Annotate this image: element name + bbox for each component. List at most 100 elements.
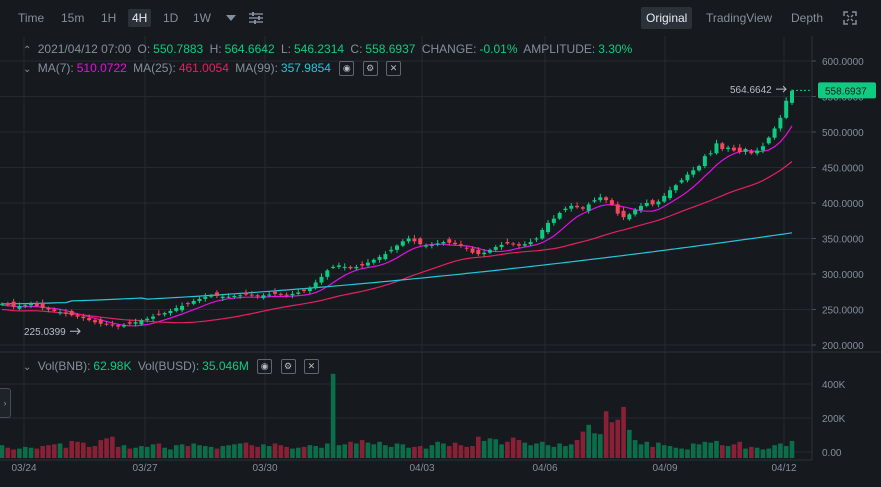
candle-body bbox=[371, 259, 376, 263]
candle-body bbox=[127, 322, 132, 324]
volume-bar bbox=[673, 447, 679, 458]
candle-body bbox=[156, 313, 161, 315]
volume-bar bbox=[452, 442, 458, 458]
volume-bar bbox=[214, 448, 220, 458]
volume-bar bbox=[98, 440, 104, 458]
candle-body bbox=[319, 276, 324, 283]
ma7-label: MA(7): bbox=[37, 61, 74, 75]
volume-bar bbox=[81, 442, 86, 458]
candle-body bbox=[197, 298, 202, 301]
candle-body bbox=[46, 308, 51, 310]
sidebar-expand-handle[interactable]: › bbox=[0, 388, 11, 418]
interval-1w[interactable]: 1W bbox=[193, 11, 211, 25]
ma25-label: MA(25): bbox=[133, 61, 176, 75]
candle-body bbox=[499, 244, 504, 248]
candle-body bbox=[92, 320, 97, 323]
interval-15m[interactable]: 15m bbox=[61, 11, 85, 25]
candle-body bbox=[743, 149, 748, 152]
ohlc-date: 2021/04/12 07:00 bbox=[37, 42, 132, 56]
candle-body bbox=[63, 312, 68, 314]
ma99-label: MA(99): bbox=[235, 61, 278, 75]
candle-body bbox=[621, 210, 626, 218]
date-axis-tick: 04/12 bbox=[771, 463, 796, 474]
chart-settings-icon[interactable] bbox=[248, 11, 264, 25]
candle-body bbox=[551, 218, 556, 223]
candle-body bbox=[75, 315, 80, 317]
fullscreen-icon[interactable] bbox=[843, 11, 857, 25]
volume-bar bbox=[115, 446, 121, 458]
dropdown-chevron-icon[interactable] bbox=[225, 14, 237, 22]
volume-bar bbox=[470, 446, 475, 458]
ma-visibility-eye-icon[interactable]: ◉ bbox=[339, 61, 355, 77]
candle-body bbox=[755, 150, 760, 154]
volume-bar bbox=[162, 447, 167, 458]
volume-bar bbox=[580, 431, 586, 458]
ma-settings-gear-icon[interactable]: ⚙ bbox=[362, 61, 378, 77]
candle-body bbox=[255, 295, 260, 297]
candle-body bbox=[772, 128, 777, 138]
volume-bar bbox=[754, 447, 760, 458]
volume-bar bbox=[144, 446, 150, 458]
vol-settings-gear-icon[interactable]: ⚙ bbox=[280, 359, 296, 375]
candle-body bbox=[511, 243, 516, 245]
interval-4h[interactable]: 4H bbox=[128, 9, 152, 27]
volume-bar bbox=[40, 446, 45, 458]
volume-bar bbox=[324, 443, 330, 458]
candle-body bbox=[11, 301, 16, 307]
volume-bar bbox=[493, 439, 499, 458]
volume-bar bbox=[574, 440, 580, 458]
candle-body bbox=[453, 242, 458, 245]
volume-bar bbox=[232, 444, 237, 458]
volume-bar bbox=[5, 447, 11, 458]
candle-body bbox=[331, 266, 336, 268]
candle-body bbox=[557, 212, 562, 219]
volume-axis-tick: 400K bbox=[822, 380, 846, 391]
interval-1d[interactable]: 1D bbox=[163, 11, 179, 25]
price-axis-tick: 200.0000 bbox=[822, 341, 864, 352]
vol-visibility-eye-icon[interactable]: ◉ bbox=[257, 359, 273, 375]
volume-bar bbox=[441, 443, 446, 458]
volume-bar bbox=[290, 448, 295, 458]
view-tradingview-tab[interactable]: TradingView bbox=[706, 11, 773, 25]
candle-body bbox=[342, 266, 347, 268]
volume-bar bbox=[412, 446, 417, 458]
candle-body bbox=[104, 323, 109, 325]
volume-bar bbox=[139, 446, 144, 458]
candle-body bbox=[546, 222, 551, 233]
interval-1h[interactable]: 1H bbox=[101, 11, 117, 25]
volume-bar bbox=[766, 448, 772, 458]
volume-bar bbox=[778, 443, 783, 458]
volume-bar bbox=[400, 444, 406, 458]
candle-body bbox=[638, 205, 643, 211]
candle-body bbox=[766, 137, 771, 144]
ma-close-icon[interactable]: ✕ bbox=[386, 61, 402, 77]
volume-bar bbox=[261, 444, 266, 458]
view-depth-tab[interactable]: Depth bbox=[791, 11, 824, 25]
candle-body bbox=[110, 324, 115, 326]
candle-body bbox=[604, 197, 609, 201]
candle-body bbox=[609, 200, 614, 205]
volume-bar bbox=[92, 446, 98, 458]
vol-close-icon[interactable]: ✕ bbox=[303, 359, 319, 375]
volume-bar bbox=[359, 440, 365, 458]
interval-time[interactable]: Time bbox=[18, 11, 45, 25]
change-label: CHANGE: bbox=[421, 42, 477, 56]
candle-body bbox=[714, 143, 719, 154]
volume-bar bbox=[499, 444, 504, 458]
ma25-line bbox=[1, 161, 793, 324]
volume-bar bbox=[458, 445, 464, 458]
candle-body bbox=[203, 296, 208, 299]
volume-bar bbox=[179, 444, 185, 458]
volume-bar bbox=[237, 443, 243, 458]
volume-bar bbox=[557, 443, 562, 458]
candle-body bbox=[162, 313, 167, 315]
volume-bar bbox=[104, 438, 109, 458]
candle-body bbox=[679, 180, 684, 183]
candle-body bbox=[592, 200, 597, 202]
low-value: 546.2314 bbox=[294, 42, 345, 56]
view-original-tab[interactable]: Original bbox=[641, 7, 693, 29]
ma7-value: 510.0722 bbox=[76, 61, 127, 75]
volume-bar bbox=[86, 446, 92, 458]
volume-info-row: ⌄ Vol(BNB): 62.98K Vol(BUSD): 35.046M ◉ ⚙ … bbox=[23, 359, 322, 375]
